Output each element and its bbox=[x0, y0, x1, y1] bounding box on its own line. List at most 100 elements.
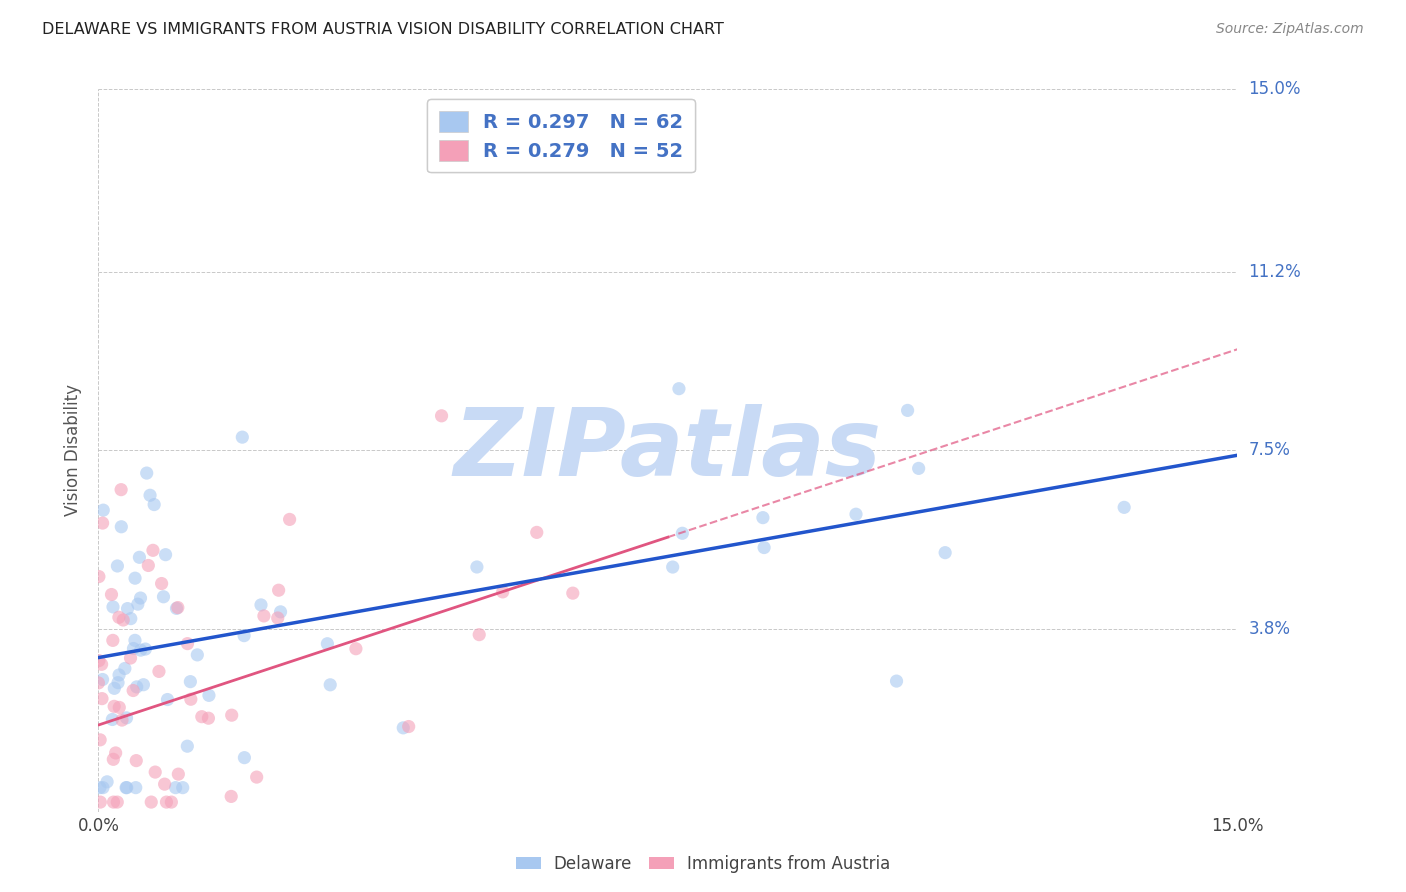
Point bbox=[468, 627, 491, 641]
Text: DELAWARE VS IMMIGRANTS FROM AUSTRIA VISION DISABILITY CORRELATION CHART: DELAWARE VS IMMIGRANTS FROM AUSTRIA VISI… bbox=[42, 22, 724, 37]
Point bbox=[150, 576, 173, 591]
Point bbox=[148, 665, 170, 679]
Point bbox=[155, 548, 177, 562]
Point bbox=[897, 403, 920, 417]
Point bbox=[179, 674, 201, 689]
Point bbox=[671, 526, 693, 541]
Text: 3.8%: 3.8% bbox=[1249, 620, 1291, 638]
Point bbox=[100, 588, 122, 602]
Point bbox=[160, 795, 183, 809]
Point bbox=[103, 681, 125, 696]
Point bbox=[107, 559, 129, 574]
Point bbox=[141, 795, 163, 809]
Point bbox=[156, 692, 179, 706]
Point bbox=[135, 466, 157, 480]
Point bbox=[91, 503, 114, 517]
Point bbox=[89, 732, 111, 747]
Point bbox=[129, 643, 152, 657]
Point bbox=[253, 608, 276, 623]
Point bbox=[89, 795, 111, 809]
Point bbox=[155, 795, 177, 809]
Point bbox=[91, 673, 114, 687]
Y-axis label: Vision Disability: Vision Disability bbox=[65, 384, 83, 516]
Point bbox=[143, 498, 166, 512]
Point bbox=[176, 739, 198, 754]
Point bbox=[465, 560, 488, 574]
Point bbox=[115, 780, 138, 795]
Point bbox=[125, 754, 148, 768]
Point bbox=[231, 430, 253, 444]
Point bbox=[110, 483, 132, 497]
Point bbox=[176, 637, 198, 651]
Point bbox=[87, 569, 110, 583]
Point bbox=[191, 709, 214, 723]
Point bbox=[107, 675, 129, 690]
Point bbox=[120, 651, 142, 665]
Point bbox=[108, 700, 131, 714]
Point bbox=[233, 629, 256, 643]
Point bbox=[219, 789, 242, 804]
Point bbox=[120, 612, 142, 626]
Point bbox=[96, 774, 118, 789]
Text: ZIPatlas: ZIPatlas bbox=[454, 404, 882, 497]
Point bbox=[122, 641, 145, 656]
Point bbox=[492, 585, 515, 599]
Point bbox=[139, 488, 162, 502]
Point bbox=[108, 668, 131, 682]
Point bbox=[907, 461, 929, 475]
Point bbox=[197, 711, 219, 725]
Text: Source: ZipAtlas.com: Source: ZipAtlas.com bbox=[1216, 22, 1364, 37]
Point bbox=[101, 713, 124, 727]
Point bbox=[105, 795, 128, 809]
Point bbox=[246, 770, 269, 784]
Point bbox=[91, 691, 114, 706]
Point bbox=[661, 560, 683, 574]
Point bbox=[124, 571, 146, 585]
Point bbox=[91, 516, 114, 530]
Point bbox=[278, 512, 301, 526]
Point bbox=[112, 613, 135, 627]
Point bbox=[561, 586, 583, 600]
Point bbox=[103, 795, 125, 809]
Point bbox=[526, 525, 548, 540]
Point bbox=[668, 382, 690, 396]
Point bbox=[91, 780, 114, 795]
Point bbox=[166, 601, 188, 615]
Point bbox=[233, 750, 256, 764]
Point bbox=[319, 678, 342, 692]
Point bbox=[87, 676, 110, 690]
Point bbox=[752, 541, 775, 555]
Point bbox=[103, 752, 125, 766]
Point bbox=[108, 610, 131, 624]
Point bbox=[198, 689, 221, 703]
Point bbox=[117, 601, 139, 615]
Point bbox=[115, 780, 138, 795]
Point bbox=[111, 713, 134, 727]
Point bbox=[167, 767, 190, 781]
Point bbox=[115, 711, 138, 725]
Point bbox=[114, 661, 136, 675]
Point bbox=[89, 780, 111, 795]
Point bbox=[267, 583, 290, 598]
Point bbox=[122, 683, 145, 698]
Point bbox=[153, 777, 176, 791]
Point bbox=[152, 590, 174, 604]
Point bbox=[138, 558, 160, 573]
Text: 11.2%: 11.2% bbox=[1249, 263, 1301, 281]
Point bbox=[250, 598, 273, 612]
Text: 15.0%: 15.0% bbox=[1249, 80, 1301, 98]
Point bbox=[134, 642, 156, 657]
Point bbox=[392, 721, 415, 735]
Point bbox=[101, 599, 124, 614]
Point bbox=[221, 708, 243, 723]
Point bbox=[143, 765, 166, 780]
Point bbox=[165, 780, 187, 795]
Point bbox=[398, 720, 420, 734]
Point bbox=[186, 648, 208, 662]
Point bbox=[267, 611, 290, 625]
Point bbox=[316, 637, 339, 651]
Point bbox=[344, 641, 367, 656]
Point bbox=[886, 674, 908, 689]
Point bbox=[270, 605, 292, 619]
Point bbox=[142, 543, 165, 558]
